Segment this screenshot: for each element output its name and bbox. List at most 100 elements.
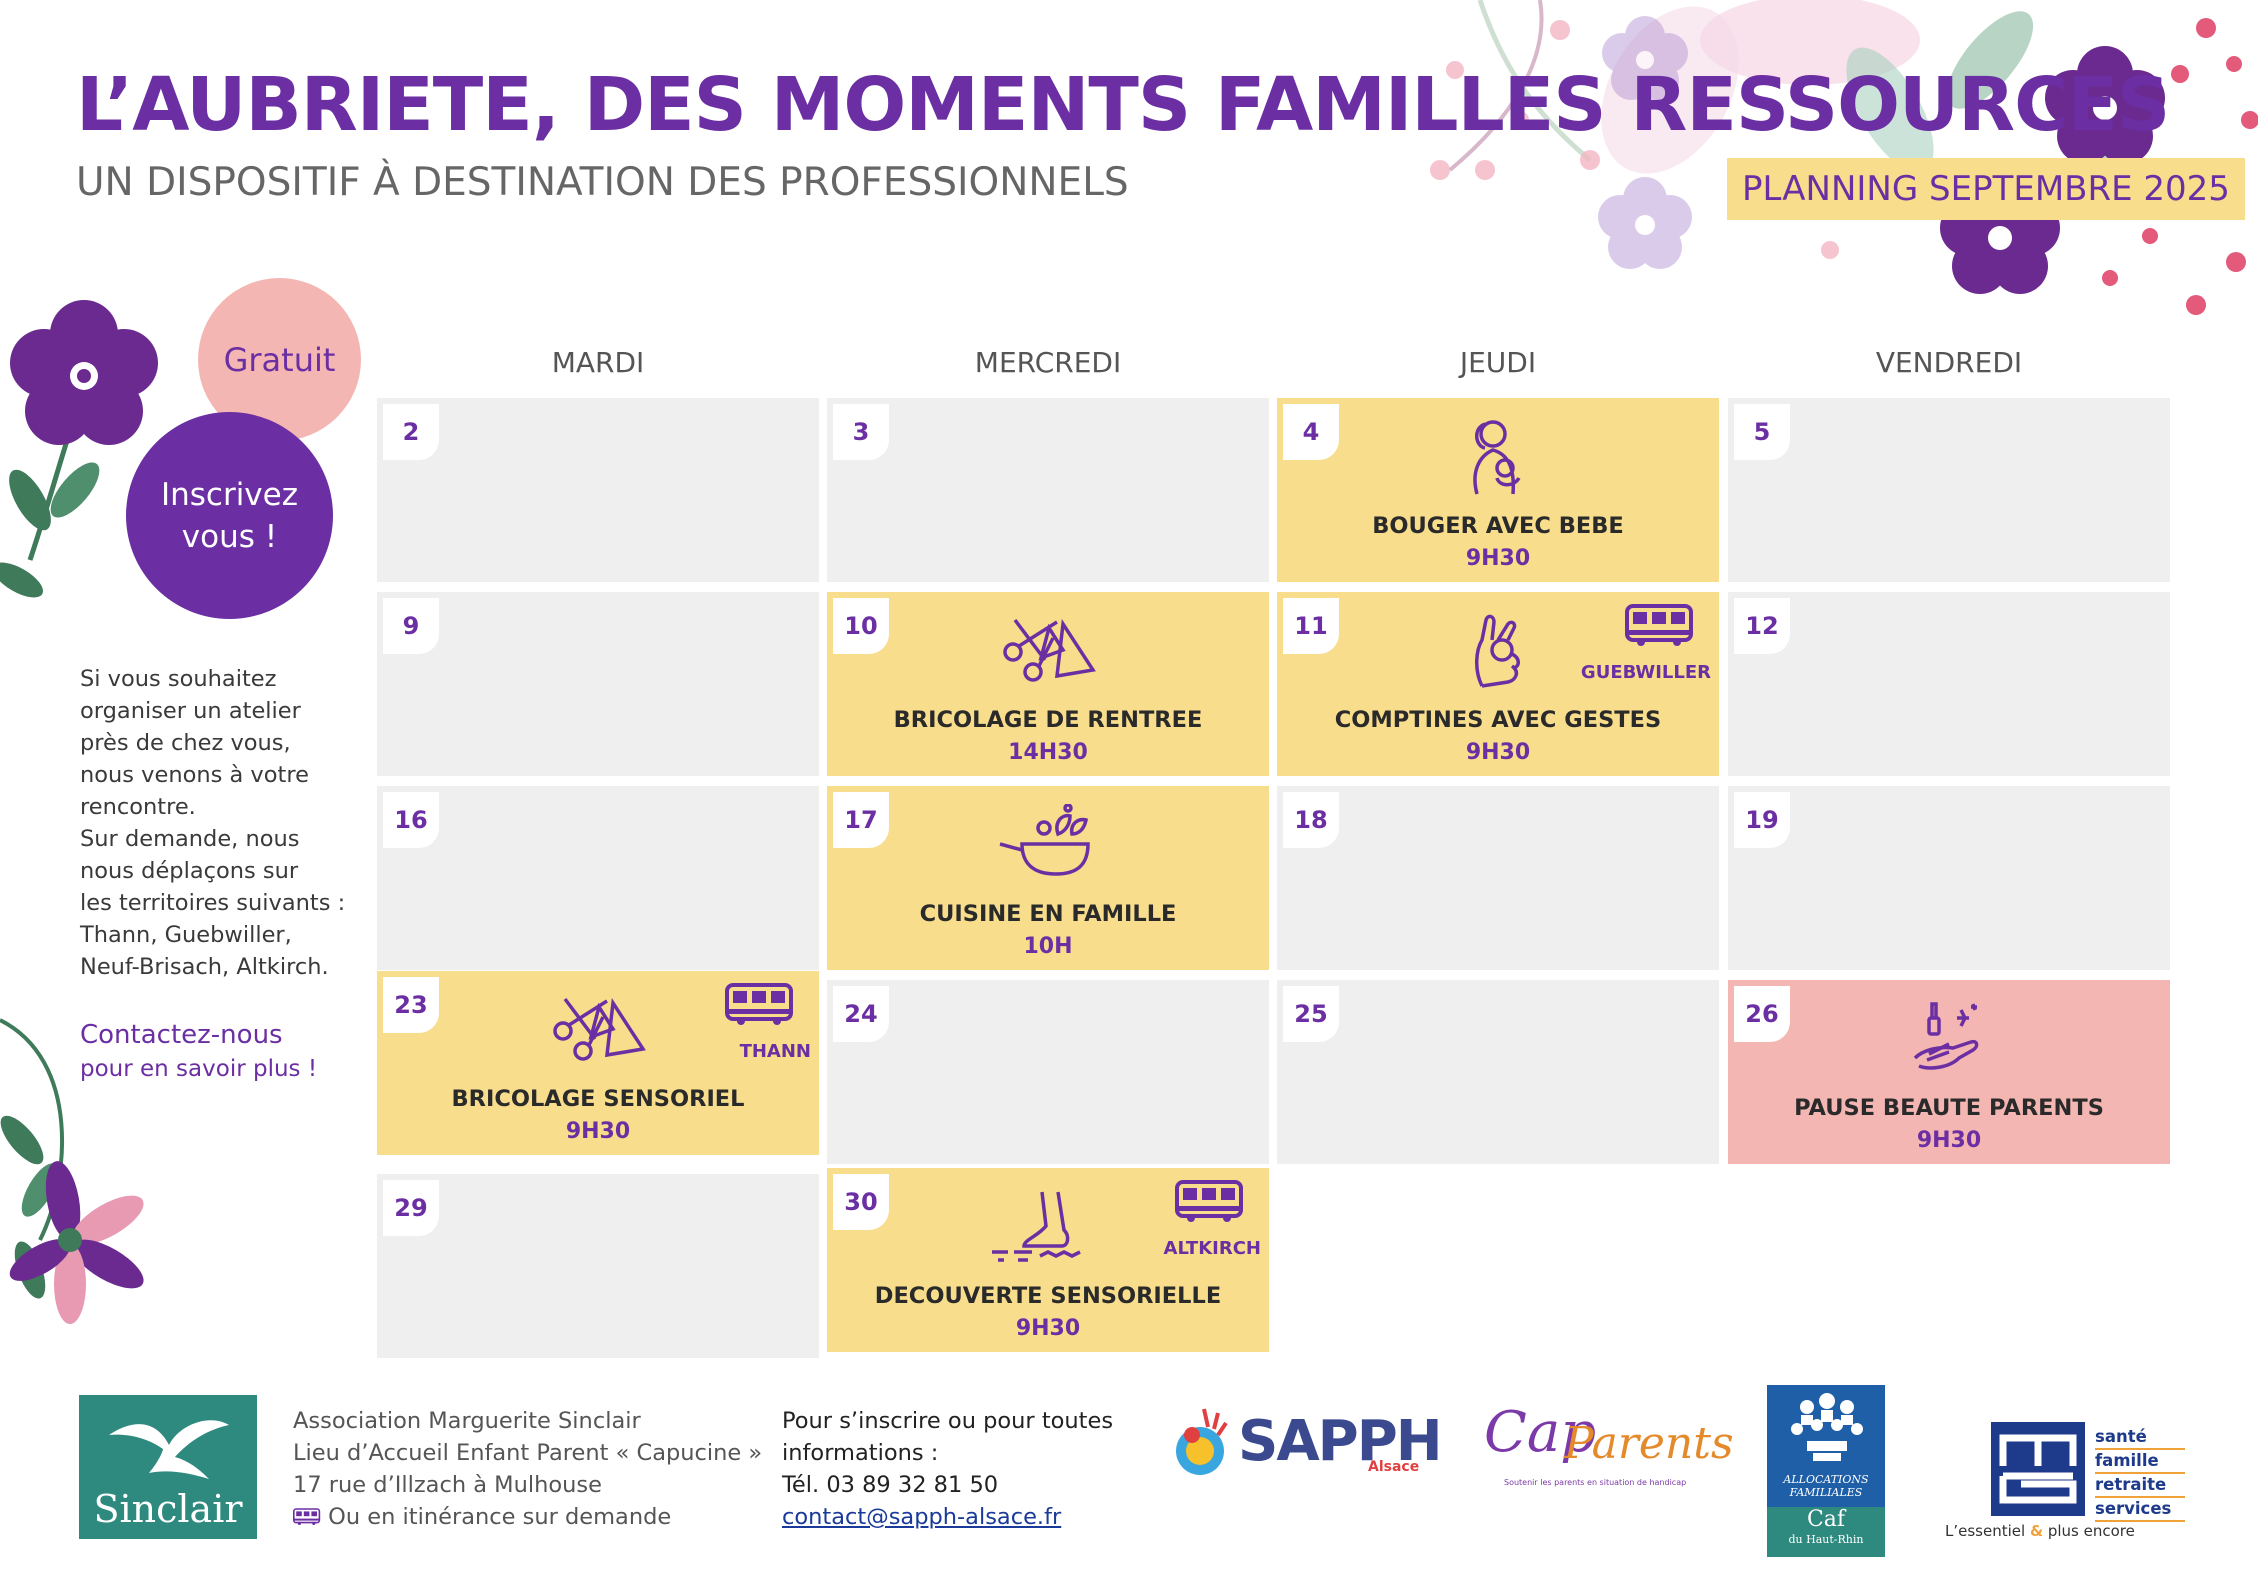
event-title: BRICOLAGE DE RENTREE: [893, 707, 1203, 733]
mother-baby-icon: [1473, 420, 1521, 495]
nail-polish-hand-icon: [1913, 1002, 1979, 1070]
calendar-cell-2: 2: [377, 398, 819, 582]
caf-region: du Haut-Rhin: [1788, 1533, 1864, 1546]
day-header-vendredi: VENDREDI: [1875, 346, 2023, 379]
itinerance-line: Ou en itinérance sur demande: [292, 1501, 762, 1533]
address-block: Association Marguerite Sinclair Lieu d’A…: [292, 1405, 763, 1533]
msa-logo: santé famille retraite services L’essent…: [1945, 1422, 2195, 1542]
day-number: 11: [1283, 598, 1339, 654]
msa-word: famille: [2095, 1450, 2185, 1474]
address-line: 17 rue d’Illzach à Mulhouse: [293, 1472, 602, 1498]
calendar-cell-3: 3: [827, 398, 1269, 582]
event-time: 9H30: [1465, 740, 1531, 765]
location-label: THANN: [739, 1041, 811, 1062]
email-link[interactable]: contact@sapph-alsace.fr: [782, 1504, 1062, 1530]
event-time: 9H30: [565, 1119, 631, 1144]
capparents-tagline: Soutenir les parents en situation de han…: [1504, 1478, 1687, 1487]
capparents-logo: Cap Parents Soutenir les parents en situ…: [1484, 1400, 1734, 1490]
caf-name: Caf: [1806, 1507, 1846, 1532]
event-time: 14H30: [1008, 740, 1088, 765]
caf-allocations: ALLOCATIONS FAMILIALES: [1783, 1473, 1869, 1499]
contact-title[interactable]: Contactez-nous: [80, 1020, 283, 1050]
calendar-cell-17[interactable]: 17 CUISINE EN FAMILLE 10H: [827, 786, 1269, 970]
bus-icon: [292, 1508, 321, 1526]
day-number: 29: [383, 1180, 439, 1236]
bus-icon: [1175, 1180, 1243, 1224]
event-time: 9H30: [1465, 546, 1531, 571]
calendar-cell-16: 16: [377, 786, 819, 970]
calendar-cell-19: 19: [1728, 786, 2170, 970]
foot-sensory-icon: [992, 1191, 1081, 1262]
sapph-logo: SAPPH Alsace: [1168, 1405, 1443, 1485]
craft-tools-icon: [1003, 618, 1095, 682]
craft-tools-icon: [553, 997, 645, 1061]
hand-gesture-icon: [1475, 614, 1520, 688]
caf-logo-bottom: Caf du Haut-Rhin: [1767, 1507, 1885, 1557]
calendar-cell-24: 24: [827, 980, 1269, 1164]
event-time: 9H30: [1916, 1128, 1982, 1153]
calendar-cell-9: 9: [377, 592, 819, 776]
contact-line: informations :: [782, 1440, 939, 1466]
day-number: 30: [833, 1174, 889, 1230]
caf-logo-top: ALLOCATIONS FAMILIALES: [1767, 1385, 1885, 1507]
phone-line: Tél. 03 89 32 81 50: [782, 1472, 999, 1498]
msa-words: santé famille retraite services: [2095, 1426, 2185, 1522]
free-badge: Gratuit: [198, 278, 361, 441]
event-time: 10H: [1023, 934, 1073, 959]
calendar-cell-23[interactable]: 23 THANN BRICOLAGE SENSORIEL 9H30: [377, 971, 819, 1155]
page-title: L’AUBRIETE, DES MOMENTS FAMILLES RESSOUR…: [76, 62, 2170, 148]
planning-badge: PLANNING SEPTEMBRE 2025: [1727, 158, 2245, 220]
contact-subtitle: pour en savoir plus !: [80, 1056, 318, 1082]
msa-word: santé: [2095, 1426, 2185, 1450]
info-line: Thann, Guebwiller,: [80, 922, 292, 948]
day-number: 3: [833, 404, 889, 460]
day-number: 16: [383, 792, 439, 848]
location-label: GUEBWILLER: [1580, 662, 1711, 683]
day-number: 4: [1283, 404, 1339, 460]
msa-tagline: L’essentiel & plus encore: [1945, 1522, 2135, 1540]
event-title: COMPTINES AVEC GESTES: [1334, 707, 1662, 733]
info-text: Si vous souhaitez organiser un atelier p…: [80, 663, 380, 983]
msa-tag-part: plus encore: [2047, 1522, 2135, 1540]
sinclair-logo-text: Sinclair: [93, 1487, 243, 1531]
msa-word: retraite: [2095, 1474, 2185, 1498]
day-number: 23: [383, 977, 439, 1033]
day-header-mardi: MARDI: [551, 346, 645, 379]
event-time: 9H30: [1015, 1316, 1081, 1341]
floral-decoration-left: [0, 300, 158, 1324]
day-number: 12: [1734, 598, 1790, 654]
day-number: 24: [833, 986, 889, 1042]
info-line: les territoires suivants :: [80, 890, 346, 916]
sapph-emblem-icon: [1176, 1408, 1228, 1475]
caf-logo: ALLOCATIONS FAMILIALES Caf du Haut-Rhin: [1767, 1385, 1885, 1557]
event-title: DECOUVERTE SENSORIELLE: [874, 1283, 1222, 1309]
calendar-cell-26[interactable]: 26 PAUSE BEAUTE PARENTS 9H30: [1728, 980, 2170, 1164]
family-figures-icon: [1791, 1393, 1863, 1461]
address-line: Association Marguerite Sinclair: [293, 1408, 641, 1434]
cooking-pan-icon: [999, 804, 1090, 876]
capparents-parents: Parents: [1564, 1418, 1734, 1469]
info-line: Si vous souhaitez: [80, 666, 277, 692]
msa-tag-amp: &: [2029, 1522, 2044, 1540]
day-header-mercredi: MERCREDI: [974, 346, 1122, 379]
address-line: Lieu d’Accueil Enfant Parent « Capucine …: [293, 1440, 763, 1466]
sapph-text: SAPPH: [1238, 1409, 1443, 1474]
calendar-cell-10[interactable]: 10 BRICOLAGE DE RENTREE 14H30: [827, 592, 1269, 776]
calendar-cell-5: 5: [1728, 398, 2170, 582]
sinclair-logo: Sinclair: [79, 1395, 257, 1539]
info-line: près de chez vous,: [80, 730, 291, 756]
event-title: BOUGER AVEC BEBE: [1372, 513, 1624, 539]
day-number: 18: [1283, 792, 1339, 848]
info-line: rencontre.: [80, 794, 196, 820]
register-button[interactable]: Inscrivez vous !: [126, 412, 333, 619]
event-title: PAUSE BEAUTE PARENTS: [1794, 1095, 2104, 1121]
calendar-cell-4[interactable]: 4 BOUGER AVEC BEBE 9H30: [1277, 398, 1719, 582]
day-number: 25: [1283, 986, 1339, 1042]
day-number: 5: [1734, 404, 1790, 460]
calendar-cell-11[interactable]: 11 GUEBWILLER COMPTINES AVEC GESTES 9H30: [1277, 592, 1719, 776]
contact-line: Pour s’inscrire ou pour toutes: [782, 1408, 1114, 1434]
calendar-cell-30[interactable]: 30 ALTKIRCH DECOUVERTE SENSORIELLE 9H30: [827, 1168, 1269, 1352]
event-title: CUISINE EN FAMILLE: [919, 901, 1177, 927]
day-number: 26: [1734, 986, 1790, 1042]
msa-word: services: [2095, 1498, 2185, 1522]
